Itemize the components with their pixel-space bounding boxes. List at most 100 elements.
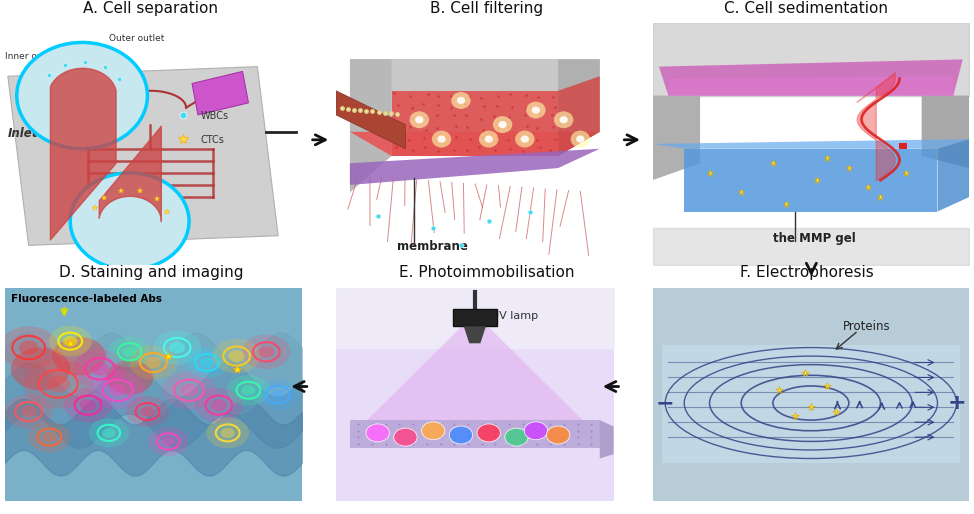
Circle shape — [91, 362, 109, 375]
Circle shape — [227, 375, 270, 406]
Circle shape — [163, 371, 216, 410]
Circle shape — [145, 357, 162, 368]
Circle shape — [28, 422, 71, 452]
Polygon shape — [350, 149, 600, 185]
Circle shape — [451, 92, 470, 109]
Circle shape — [457, 97, 466, 104]
Circle shape — [17, 43, 147, 149]
Circle shape — [5, 394, 53, 429]
Circle shape — [410, 112, 429, 128]
Circle shape — [89, 418, 130, 448]
Text: Fluorescence-labeled Abs: Fluorescence-labeled Abs — [11, 294, 162, 304]
Text: +: + — [947, 393, 966, 413]
Circle shape — [130, 345, 177, 380]
Circle shape — [571, 131, 590, 148]
Text: F. Electrophoresis: F. Electrophoresis — [739, 265, 874, 280]
Circle shape — [559, 116, 568, 123]
Circle shape — [63, 336, 77, 346]
Circle shape — [162, 436, 175, 446]
Polygon shape — [350, 420, 600, 448]
Circle shape — [449, 426, 472, 444]
Circle shape — [366, 424, 390, 442]
Circle shape — [577, 136, 584, 143]
Bar — [900, 143, 908, 149]
Polygon shape — [336, 91, 405, 149]
Circle shape — [243, 335, 290, 369]
Polygon shape — [350, 132, 600, 156]
Polygon shape — [350, 59, 600, 132]
Circle shape — [47, 376, 70, 392]
Circle shape — [64, 388, 112, 423]
Polygon shape — [600, 420, 614, 458]
Polygon shape — [8, 67, 279, 245]
Polygon shape — [653, 96, 700, 180]
Circle shape — [271, 390, 285, 399]
Circle shape — [393, 428, 417, 446]
Text: D. Staining and imaging: D. Staining and imaging — [58, 265, 244, 280]
Circle shape — [229, 351, 244, 362]
Circle shape — [210, 399, 227, 411]
Text: the MMP gel: the MMP gel — [773, 232, 855, 245]
Text: WBCs: WBCs — [201, 111, 229, 121]
Polygon shape — [921, 96, 969, 168]
Polygon shape — [558, 59, 600, 156]
Circle shape — [200, 357, 214, 368]
Circle shape — [80, 399, 96, 411]
Text: A. Cell separation: A. Cell separation — [84, 2, 218, 16]
Bar — [662, 345, 959, 463]
Circle shape — [258, 346, 275, 358]
Bar — [453, 309, 497, 326]
Circle shape — [20, 406, 37, 417]
Circle shape — [11, 347, 70, 390]
Circle shape — [206, 417, 249, 448]
Text: Outer outlet: Outer outlet — [109, 34, 165, 43]
Circle shape — [23, 359, 94, 409]
Text: membrane: membrane — [397, 240, 468, 253]
Text: CTCs: CTCs — [201, 135, 225, 145]
Circle shape — [554, 112, 574, 128]
Circle shape — [185, 347, 228, 378]
Circle shape — [153, 331, 202, 365]
Circle shape — [526, 102, 545, 119]
Polygon shape — [938, 139, 969, 212]
Text: Inlet: Inlet — [8, 126, 38, 140]
Circle shape — [106, 360, 154, 395]
Polygon shape — [350, 59, 392, 192]
Text: B. Cell filtering: B. Cell filtering — [431, 2, 543, 16]
Circle shape — [19, 341, 38, 355]
Circle shape — [524, 422, 547, 439]
Text: C. Cell sedimentation: C. Cell sedimentation — [725, 2, 888, 16]
Polygon shape — [392, 91, 558, 156]
Polygon shape — [659, 59, 963, 96]
Circle shape — [0, 326, 58, 369]
Polygon shape — [668, 76, 954, 96]
Circle shape — [493, 116, 512, 133]
Circle shape — [521, 136, 529, 143]
Circle shape — [195, 388, 243, 423]
Polygon shape — [464, 326, 486, 343]
Circle shape — [180, 384, 198, 397]
Polygon shape — [350, 314, 600, 437]
Circle shape — [242, 385, 255, 395]
Circle shape — [499, 121, 506, 128]
Circle shape — [484, 136, 493, 143]
Polygon shape — [684, 149, 938, 212]
Circle shape — [148, 427, 189, 456]
Polygon shape — [653, 139, 969, 149]
Circle shape — [70, 173, 189, 269]
Circle shape — [220, 428, 235, 438]
Circle shape — [257, 379, 300, 410]
Text: Proteins: Proteins — [843, 320, 890, 333]
Circle shape — [53, 337, 106, 375]
Text: E. Photoimmobilisation: E. Photoimmobilisation — [399, 265, 575, 280]
Circle shape — [431, 131, 451, 148]
Circle shape — [91, 371, 144, 410]
Circle shape — [108, 337, 151, 367]
Circle shape — [437, 136, 446, 143]
Circle shape — [515, 131, 535, 148]
Polygon shape — [192, 71, 248, 115]
Circle shape — [479, 131, 499, 148]
Text: UV lamp: UV lamp — [492, 310, 539, 321]
Circle shape — [102, 428, 116, 438]
Circle shape — [140, 407, 155, 417]
